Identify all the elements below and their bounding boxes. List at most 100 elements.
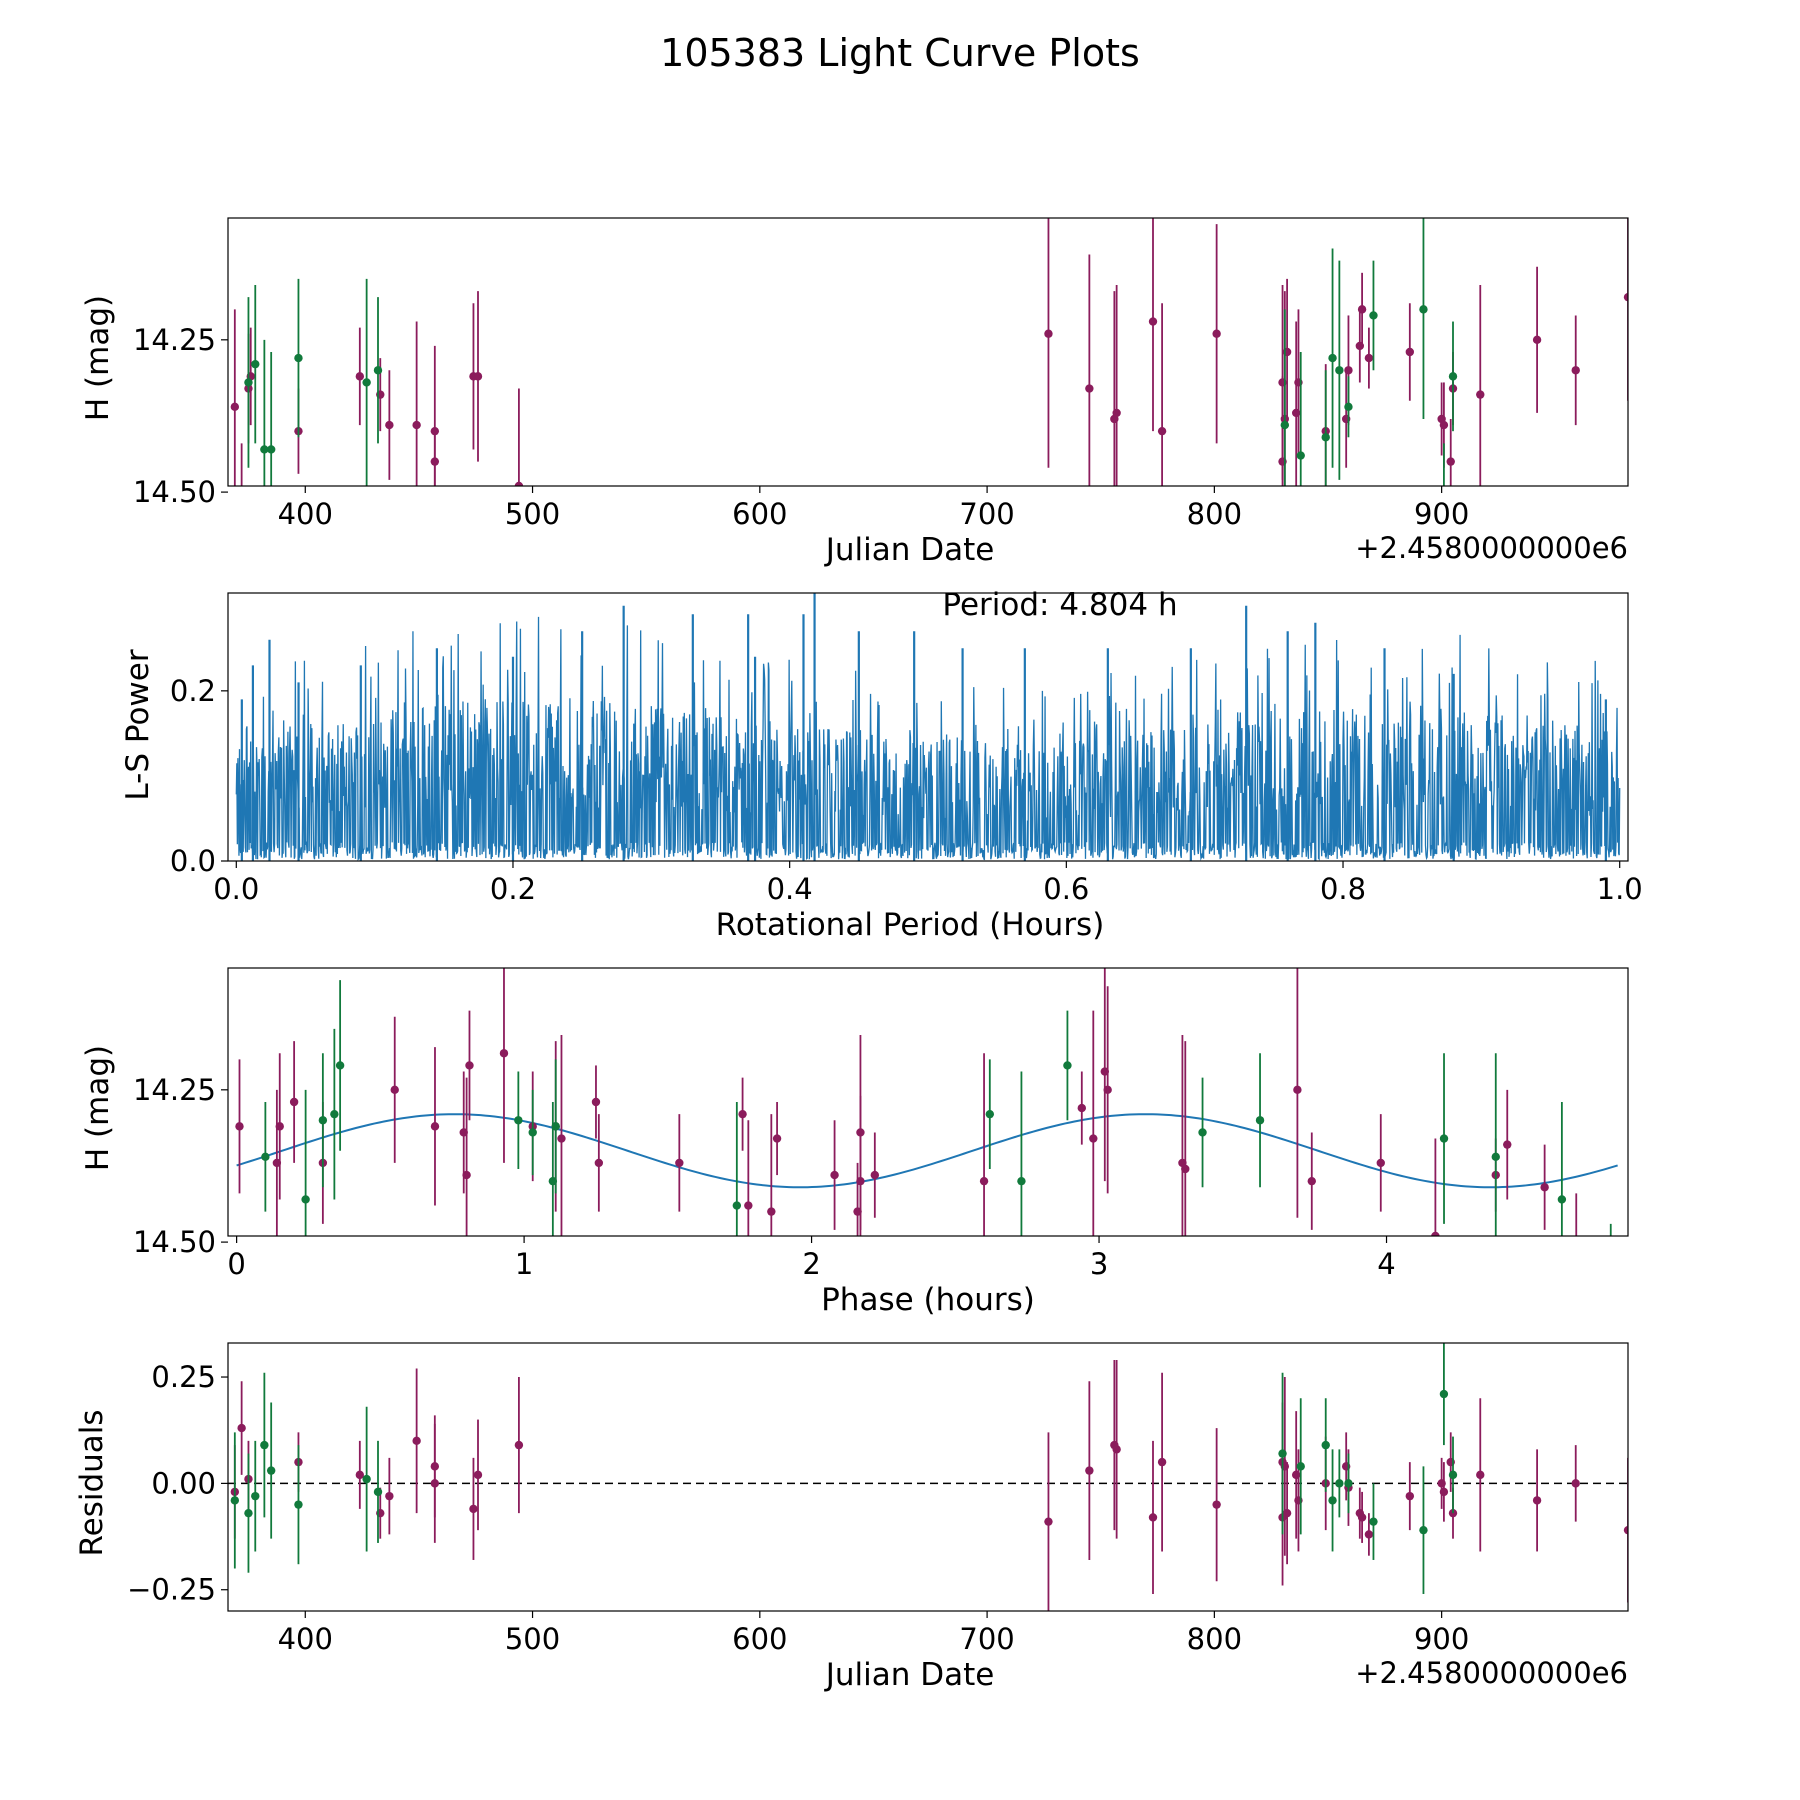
- residuals-xtick-label: 500: [505, 1622, 560, 1656]
- residuals-point-green: [1278, 1449, 1287, 1458]
- lightcurve-point-green: [1369, 311, 1378, 320]
- residuals-point-green: [1344, 1479, 1353, 1488]
- lightcurve-point-purple: [1405, 347, 1415, 357]
- residuals-point-purple: [1282, 1508, 1292, 1518]
- periodogram-ylabel: L-S Power: [120, 649, 156, 800]
- residuals-point-purple: [1364, 1530, 1374, 1539]
- phased-point-green: [1255, 1116, 1265, 1125]
- phased-point-purple: [1540, 1183, 1549, 1192]
- phased-point-purple: [1181, 1164, 1190, 1174]
- periodogram-xtick-label: 0.4: [767, 872, 813, 906]
- lightcurve-point-purple: [1357, 305, 1367, 314]
- phased-point-green: [1491, 1152, 1500, 1162]
- residuals-point-green: [1328, 1496, 1337, 1505]
- residuals-point-purple: [1112, 1445, 1121, 1454]
- lightcurve-point-green: [260, 445, 269, 454]
- lightcurve-point-purple: [1571, 366, 1580, 375]
- lightcurve-point-purple: [1532, 335, 1542, 345]
- phased-point-purple: [275, 1122, 284, 1131]
- residuals-xtick-label: 400: [278, 1622, 333, 1656]
- residuals-xtick-label: 800: [1187, 1622, 1242, 1656]
- phased-point-purple: [289, 1097, 299, 1107]
- lightcurve-point-purple: [1476, 390, 1485, 399]
- residuals-point-green: [373, 1487, 383, 1497]
- phased-plot-area: [235, 968, 1618, 1236]
- residuals-panel: Julian Date Residuals +2.4580000000e6 40…: [74, 1342, 1629, 1693]
- lightcurve-point-purple: [1112, 408, 1121, 418]
- phased-point-purple: [767, 1207, 776, 1216]
- lightcurve-point-green: [1344, 402, 1353, 412]
- residuals-ytick-label: −0.25: [127, 1573, 216, 1607]
- phased-point-purple: [744, 1201, 753, 1210]
- phased-point-green: [330, 1109, 339, 1119]
- phased-point-green: [261, 1152, 270, 1162]
- phased-point-purple: [462, 1170, 471, 1180]
- lightcurve-point-green: [251, 359, 260, 369]
- residuals-frame: [227, 1342, 1629, 1612]
- phased-point-green: [1439, 1134, 1449, 1143]
- phased-point-purple: [738, 1109, 747, 1119]
- residuals-ytick-label: 0.00: [151, 1466, 216, 1500]
- phased-ytick-label: 14.50: [133, 1225, 216, 1259]
- phased-xtick-label: 4: [1377, 1247, 1395, 1281]
- residuals-point-green: [230, 1496, 240, 1505]
- lightcurve-point-purple: [1212, 329, 1221, 338]
- lightcurve-point-green: [1328, 353, 1337, 363]
- lightcurve-ylabel: H (mag): [80, 295, 116, 421]
- phased-point-green: [1063, 1061, 1072, 1070]
- residuals-offset-text: +2.4580000000e6: [1355, 1656, 1628, 1690]
- lightcurve-point-green: [1280, 420, 1290, 430]
- lightcurve-point-green: [294, 353, 303, 363]
- phased-point-green: [551, 1122, 560, 1131]
- phased-point-purple: [1376, 1158, 1385, 1168]
- phased-point-purple: [870, 1170, 880, 1180]
- lightcurve-xtick-label: 900: [1414, 497, 1469, 531]
- residuals-point-purple: [355, 1470, 365, 1480]
- phased-point-purple: [856, 1128, 865, 1137]
- lightcurve-offset-text: +2.4580000000e6: [1355, 531, 1628, 565]
- periodogram-frame: [227, 592, 1629, 862]
- lightcurve-point-green: [1296, 451, 1305, 460]
- residuals-xtick-label: 900: [1414, 1622, 1469, 1656]
- residuals-point-purple: [1571, 1479, 1580, 1488]
- periodogram-ytick-label: 0.2: [170, 674, 216, 708]
- phased-point-purple: [1103, 1085, 1112, 1095]
- periodogram-panel: Rotational Period (Hours) L-S Power Peri…: [120, 587, 1643, 943]
- phased-point-purple: [675, 1158, 684, 1168]
- phased-point-purple: [1503, 1140, 1512, 1149]
- residuals-point-green: [294, 1500, 303, 1509]
- phased-point-green: [318, 1116, 328, 1125]
- phased-point-purple: [1307, 1176, 1316, 1186]
- residuals-point-purple: [237, 1423, 246, 1433]
- periodogram-power-line: [235, 616, 1621, 861]
- residuals-point-purple: [1085, 1466, 1094, 1475]
- lightcurve-point-green: [1448, 372, 1458, 381]
- phased-xlabel: Phase (hours): [821, 1282, 1035, 1318]
- periodogram-xtick-label: 0.6: [1043, 872, 1089, 906]
- residuals-point-purple: [469, 1504, 478, 1514]
- figure-title: 105383 Light Curve Plots: [660, 31, 1140, 75]
- lightcurve-xtick-label: 500: [505, 497, 560, 531]
- lightcurve-point-purple: [1446, 457, 1455, 466]
- residuals-point-green: [1335, 1479, 1344, 1488]
- phased-point-green: [1017, 1176, 1026, 1186]
- residuals-xtick-label: 600: [732, 1622, 787, 1656]
- phased-point-green: [985, 1109, 995, 1119]
- phased-point-purple: [1077, 1103, 1086, 1113]
- phased-panel: Phase (hours) H (mag) 0 1 2 3 4 14.25 14.50: [80, 967, 1629, 1318]
- lightcurve-plot-area: [230, 218, 1628, 486]
- phased-point-green: [335, 1061, 345, 1070]
- phased-point-purple: [465, 1061, 474, 1070]
- phased-point-purple: [772, 1134, 782, 1143]
- residuals-xlabel: Julian Date: [824, 1657, 995, 1693]
- lightcurve-point-purple: [355, 372, 365, 381]
- lightcurve-point-purple: [230, 402, 240, 412]
- lightcurve-point-green: [362, 378, 371, 387]
- lightcurve-point-purple: [1157, 426, 1167, 436]
- phased-point-green: [732, 1201, 742, 1210]
- phased-point-purple: [430, 1122, 440, 1131]
- residuals-point-green: [251, 1491, 260, 1501]
- phased-point-green: [301, 1195, 310, 1204]
- lightcurve-xtick-label: 700: [959, 497, 1014, 531]
